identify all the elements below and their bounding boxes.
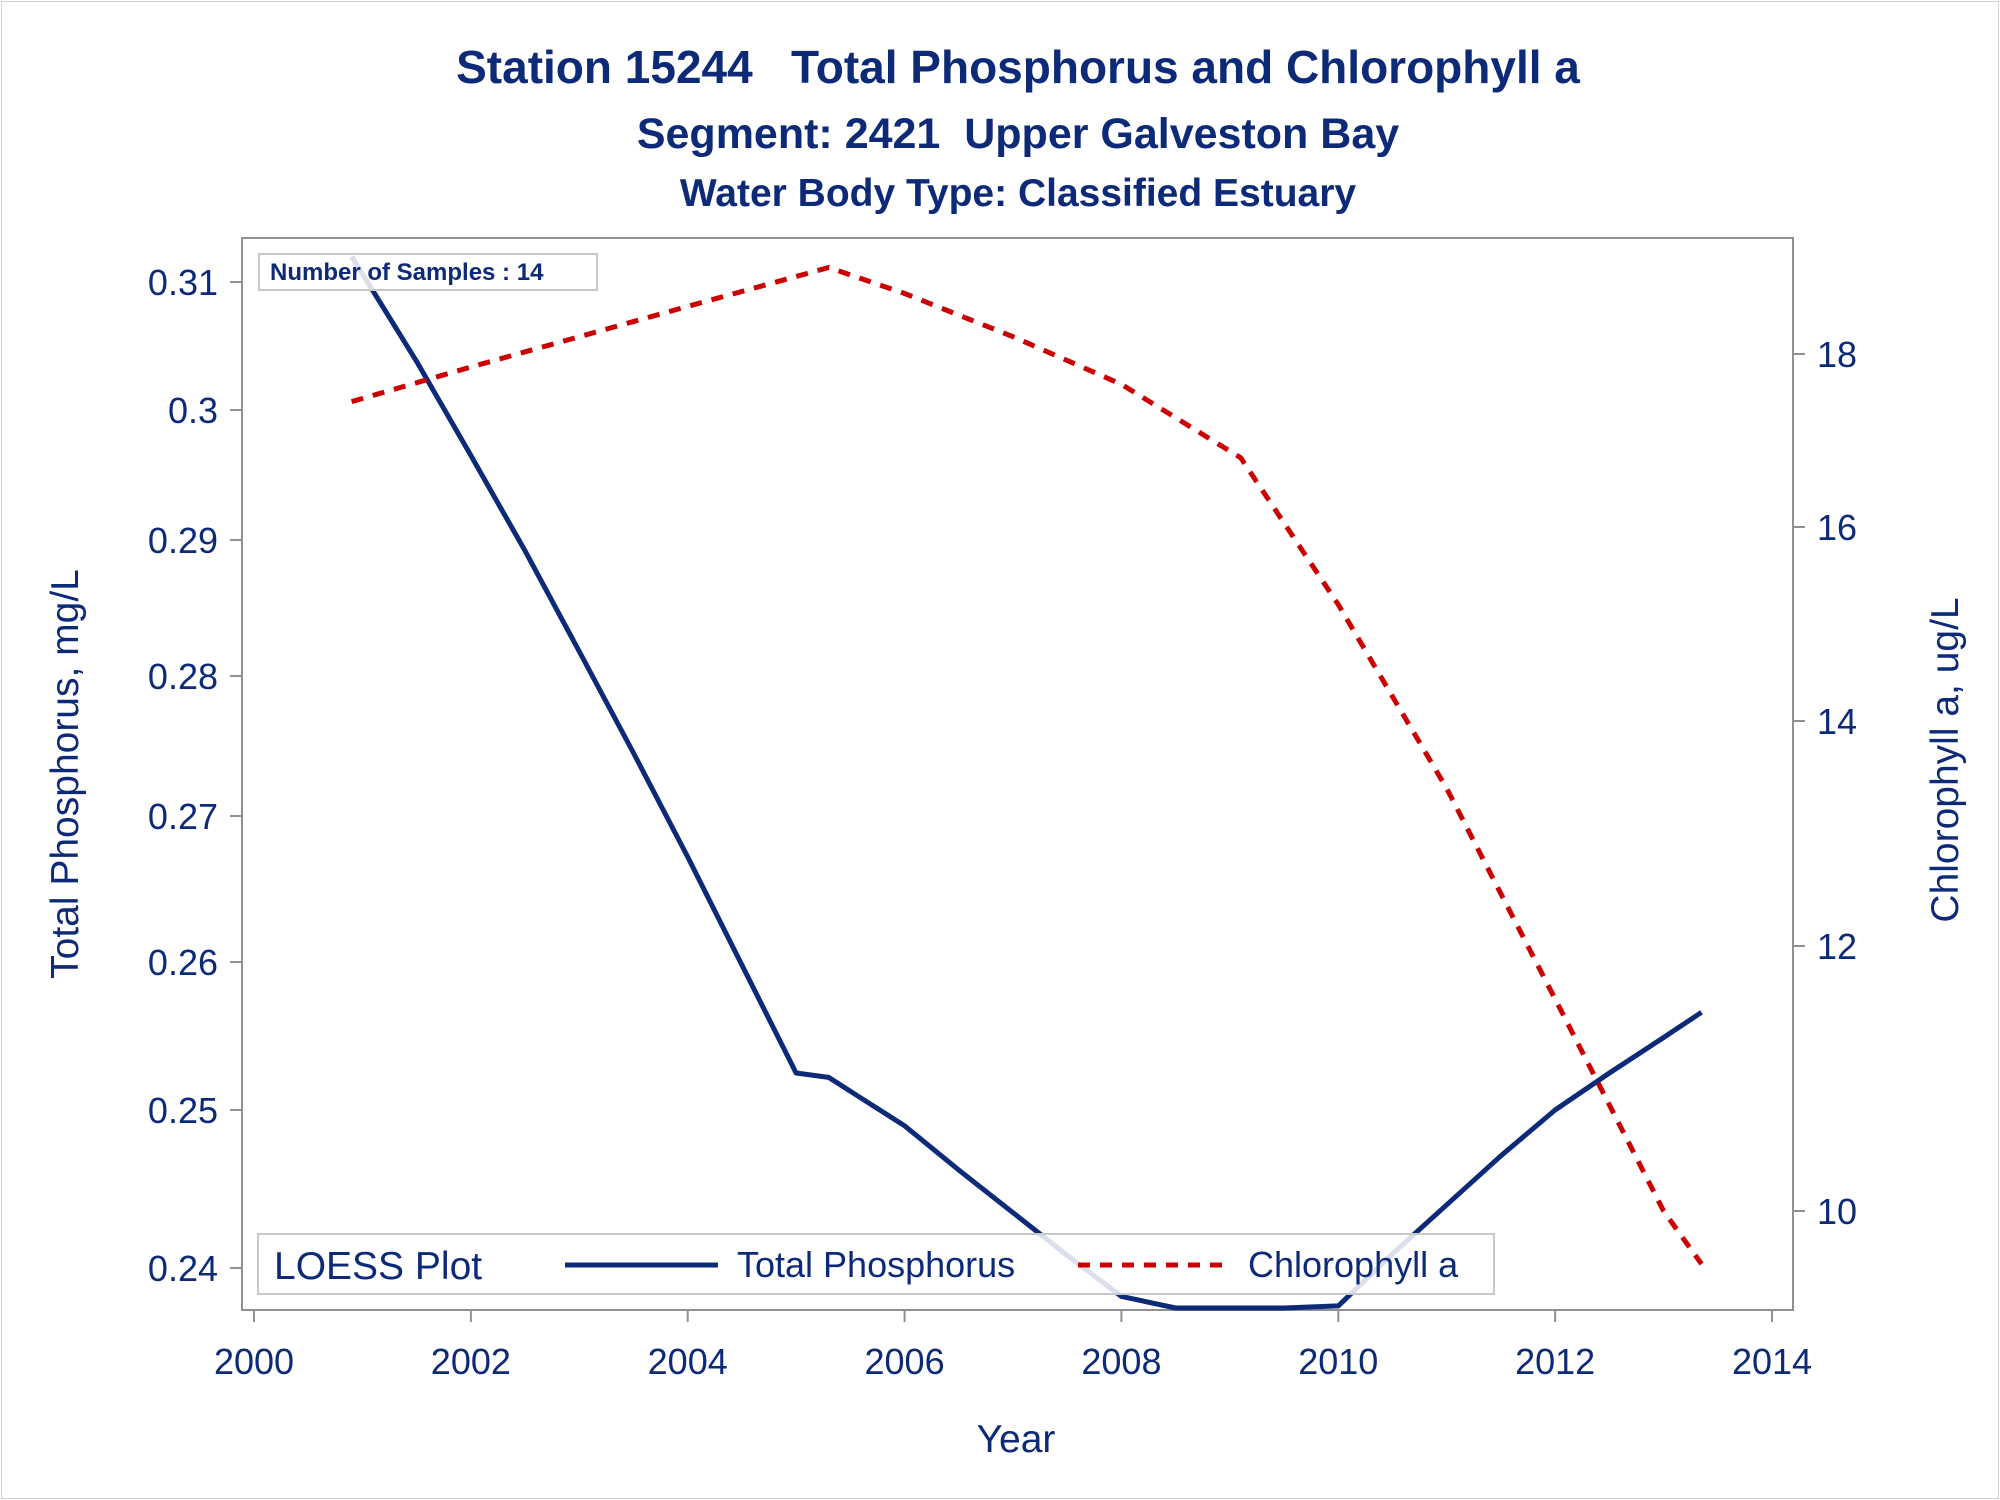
- y-right-tick-label-18: 18: [1817, 334, 1857, 375]
- legend-entry-total-phosphorus: Total Phosphorus: [737, 1244, 1015, 1285]
- chart-title: Station 15244 Total Phosphorus and Chlor…: [456, 41, 1580, 93]
- x-tick-label-2006: 2006: [865, 1341, 945, 1382]
- y-left-tick-label-6: 0.3: [168, 390, 218, 431]
- x-tick-label-2014: 2014: [1732, 1341, 1812, 1382]
- plot-area: [241, 237, 1794, 1311]
- y-right-tick-label-10: 10: [1817, 1191, 1857, 1232]
- y-left-tick-label-7: 0.31: [148, 262, 218, 303]
- x-tick-label-2010: 2010: [1298, 1341, 1378, 1382]
- legend-entry-chlorophyll-a: Chlorophyll a: [1248, 1244, 1459, 1285]
- sample-count-inset: Number of Samples : 14: [258, 253, 598, 291]
- legend: LOESS Plot Total Phosphorus Chlorophyll …: [257, 1233, 1495, 1295]
- x-tick-label-2004: 2004: [648, 1341, 728, 1382]
- sample-count-box: [258, 253, 598, 291]
- x-axis-label: Year: [977, 1418, 1056, 1461]
- legend-title: LOESS Plot: [274, 1245, 482, 1288]
- sample-count-label: Number of Samples : 14: [270, 259, 544, 286]
- y-left-tick-label-4: 0.28: [148, 656, 218, 697]
- series-line-total-phosphorus: [349, 255, 1703, 1311]
- x-axis: 2000 2002 2004 2006 2008 2010 2012 2014: [214, 1310, 1812, 1382]
- legend-box: [257, 1233, 1495, 1295]
- series-layer: [349, 255, 1704, 1311]
- x-tick-label-2012: 2012: [1515, 1341, 1595, 1382]
- chart-subtitle-2: Water Body Type: Classified Estuary: [680, 172, 1356, 215]
- y-left-tick-label-3: 0.27: [148, 796, 218, 837]
- x-tick-label-2000: 2000: [214, 1341, 294, 1382]
- y-axis-left: 0.24 0.25 0.26 0.27 0.28 0.29 0.3 0.31: [148, 262, 242, 1289]
- y-left-tick-label-1: 0.25: [148, 1090, 218, 1131]
- series-line-chlorophyll-a: [350, 265, 1704, 1266]
- y-right-tick-label-16: 16: [1817, 507, 1857, 548]
- y-axis-right: 10 12 14 16 18: [1793, 334, 1857, 1232]
- chart-subtitle: Segment: 2421 Upper Galveston Bay: [637, 110, 1399, 158]
- y-left-tick-label-2: 0.26: [148, 942, 218, 983]
- y-right-tick-label-12: 12: [1817, 926, 1857, 967]
- y-right-tick-label-14: 14: [1817, 701, 1857, 742]
- x-tick-label-2002: 2002: [431, 1341, 511, 1382]
- y-axis-left-label: Total Phosphorus, mg/L: [44, 569, 87, 979]
- y-left-tick-label-5: 0.29: [148, 520, 218, 561]
- x-tick-label-2008: 2008: [1081, 1341, 1161, 1382]
- y-axis-right-label: Chlorophyll a, ug/L: [1924, 597, 1967, 922]
- y-left-tick-label-0: 0.24: [148, 1248, 218, 1289]
